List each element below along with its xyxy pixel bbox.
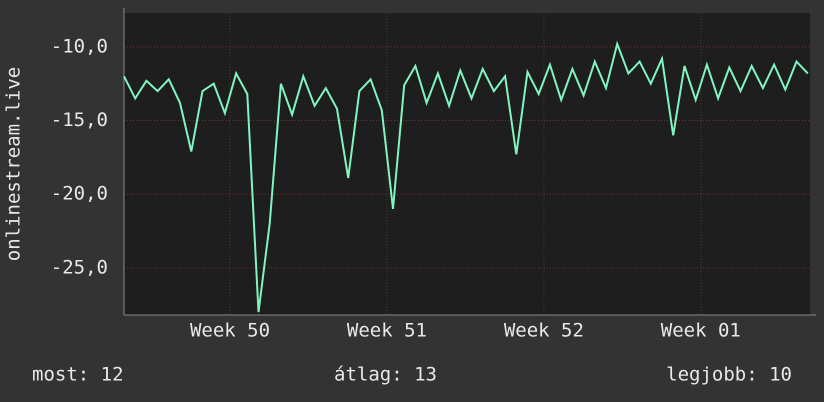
x-tick-label: Week 50 [190, 320, 270, 342]
x-tick-label: Week 52 [504, 320, 584, 342]
y-axis-label: onlinestream.live [3, 67, 25, 261]
x-tick-label: Week 01 [661, 320, 741, 342]
data-line [123, 40, 809, 313]
y-tick-label: -10,0 [51, 35, 108, 57]
y-tick-label: -15,0 [51, 109, 108, 131]
y-tick-label: -20,0 [51, 183, 108, 205]
footer-average: átlag: 13 [334, 364, 437, 386]
x-tick-label: Week 51 [347, 320, 427, 342]
plot-area [124, 13, 810, 315]
footer-best: legjobb: 10 [666, 364, 792, 386]
y-tick-label: -25,0 [51, 256, 108, 278]
footer-current: most: 12 [32, 364, 124, 386]
